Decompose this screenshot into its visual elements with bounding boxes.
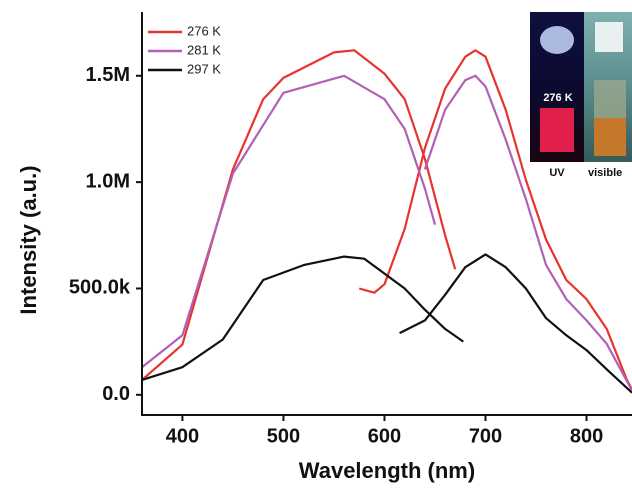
inset-photo [530,12,632,162]
inset-label: 276 K [543,92,572,104]
inset-label: UV [549,167,565,179]
x-tick-label: 600 [368,425,401,447]
y-axis-title: Intensity (a.u.) [16,165,41,314]
y-tick-label: 1.0M [86,170,130,192]
series-line [141,74,632,392]
x-axis-title: Wavelength (nm) [299,458,475,483]
legend-label: 297 K [187,61,221,76]
inset-label: visible [588,167,622,179]
x-tick-label: 400 [166,425,199,447]
legend-label: 276 K [187,23,221,38]
x-tick-label: 800 [570,425,603,447]
x-tick-label: 500 [267,425,300,447]
y-tick-label: 500.0k [69,277,131,299]
y-tick-label: 1.5M [86,64,130,86]
series-line [141,253,632,394]
x-tick-label: 700 [469,425,502,447]
legend-label: 281 K [187,42,221,57]
y-tick-label: 0.0 [102,383,130,405]
